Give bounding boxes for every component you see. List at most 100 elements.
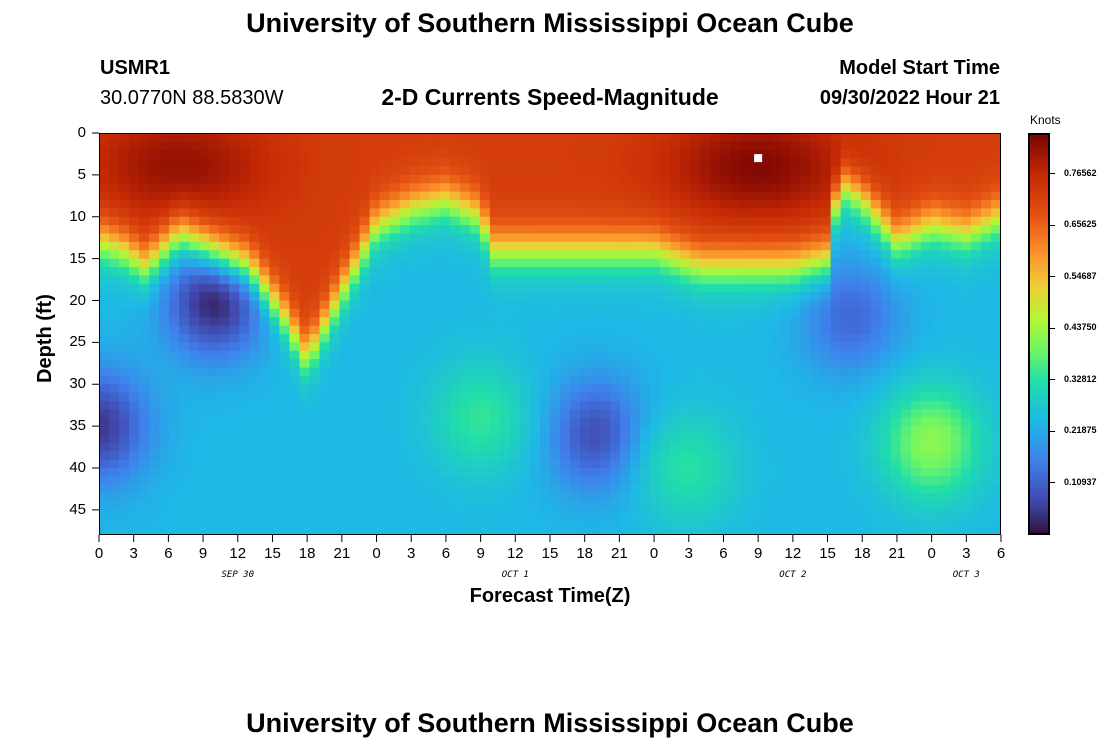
heatmap-cell <box>840 267 852 276</box>
heatmap-cell <box>509 133 521 142</box>
heatmap-cell <box>680 501 691 511</box>
heatmap-cell <box>129 191 140 201</box>
heatmap-cell <box>509 166 521 176</box>
heatmap-cell <box>389 375 401 385</box>
heatmap-cell <box>419 342 431 352</box>
heatmap-cell <box>880 300 892 310</box>
heatmap-cell <box>830 342 842 352</box>
heatmap-cell <box>720 208 731 218</box>
heatmap-cell <box>379 518 391 528</box>
heatmap-cell <box>159 166 170 176</box>
heatmap-cell <box>289 426 301 436</box>
heatmap-cell <box>309 308 321 318</box>
y-tick-label: 35 <box>69 417 86 435</box>
heatmap-cell <box>930 442 942 452</box>
heatmap-cell <box>409 501 421 511</box>
heatmap-cell <box>499 367 511 377</box>
heatmap-cell <box>219 200 230 209</box>
heatmap-cell <box>449 183 461 193</box>
heatmap-cell <box>850 501 862 511</box>
heatmap-cell <box>369 526 381 535</box>
heatmap-cell <box>299 501 311 511</box>
heatmap-cell <box>169 174 180 184</box>
heatmap-cell <box>940 283 952 293</box>
heatmap-cell <box>399 493 411 503</box>
heatmap-cell <box>489 317 501 327</box>
heatmap-cell <box>209 241 220 251</box>
heatmap-cell <box>389 442 401 452</box>
heatmap-cell <box>860 367 872 377</box>
heatmap-cell <box>139 166 150 176</box>
heatmap-cell <box>259 275 270 285</box>
heatmap-cell <box>610 141 621 151</box>
heatmap-cell <box>269 133 280 142</box>
heatmap-cell <box>529 493 541 503</box>
heatmap-cell <box>469 149 481 159</box>
heatmap-cell <box>760 442 772 452</box>
heatmap-cell <box>590 216 601 226</box>
heatmap-cell <box>610 183 621 193</box>
heatmap-cell <box>910 275 922 285</box>
heatmap-cell <box>129 258 140 268</box>
heatmap-cell <box>890 442 902 452</box>
heatmap-cell <box>159 476 170 486</box>
heatmap-cell <box>760 375 772 385</box>
heatmap-cell <box>820 283 832 293</box>
heatmap-cell <box>670 141 681 151</box>
heatmap-cell <box>439 191 451 201</box>
heatmap-cell <box>700 141 711 151</box>
heatmap-cell <box>529 350 541 360</box>
heatmap-cell <box>680 292 691 302</box>
heatmap-cell <box>299 384 311 394</box>
heatmap-cell <box>590 342 601 352</box>
heatmap-cell <box>980 225 992 235</box>
heatmap-cell <box>860 518 872 528</box>
heatmap-cell <box>950 258 962 268</box>
heatmap-cell <box>269 208 280 218</box>
heatmap-cell <box>389 476 401 486</box>
heatmap-cell <box>279 149 291 159</box>
heatmap-cell <box>960 241 972 251</box>
heatmap-cell <box>389 233 401 243</box>
heatmap-cell <box>910 292 922 302</box>
heatmap-cell <box>259 267 270 276</box>
heatmap-cell <box>590 317 601 327</box>
heatmap-cell <box>179 451 190 461</box>
heatmap-cell <box>479 417 491 427</box>
heatmap-cell <box>850 367 862 377</box>
heatmap-cell <box>790 258 802 268</box>
heatmap-cell <box>750 258 762 268</box>
heatmap-cell <box>289 526 301 535</box>
heatmap-cell <box>229 518 240 528</box>
heatmap-cell <box>289 275 301 285</box>
heatmap-cell <box>930 241 942 251</box>
heatmap-cell <box>499 417 511 427</box>
heatmap-cell <box>920 484 932 494</box>
heatmap-cell <box>790 442 802 452</box>
heatmap-cell <box>720 401 731 410</box>
heatmap-cell <box>680 216 691 226</box>
heatmap-cell <box>920 241 932 251</box>
heatmap-cell <box>289 476 301 486</box>
heatmap-cell <box>650 342 661 352</box>
heatmap-cell <box>640 526 651 535</box>
heatmap-cell <box>299 451 311 461</box>
heatmap-cell <box>329 258 341 268</box>
heatmap-cell <box>209 484 220 494</box>
heatmap-cell <box>419 367 431 377</box>
heatmap-cell <box>680 401 691 410</box>
heatmap-cell <box>940 241 952 251</box>
heatmap-cell <box>229 241 240 251</box>
heatmap-cell <box>640 484 651 494</box>
heatmap-cell <box>930 334 942 343</box>
heatmap-cell <box>519 451 531 461</box>
heatmap-cell <box>880 166 892 176</box>
heatmap-cell <box>379 342 391 352</box>
heatmap-cell <box>600 166 611 176</box>
heatmap-cell <box>459 451 471 461</box>
heatmap-cell <box>770 442 782 452</box>
heatmap-cell <box>960 509 972 519</box>
heatmap-cell <box>990 484 1001 494</box>
heatmap-cell <box>529 484 541 494</box>
heatmap-cell <box>640 518 651 528</box>
